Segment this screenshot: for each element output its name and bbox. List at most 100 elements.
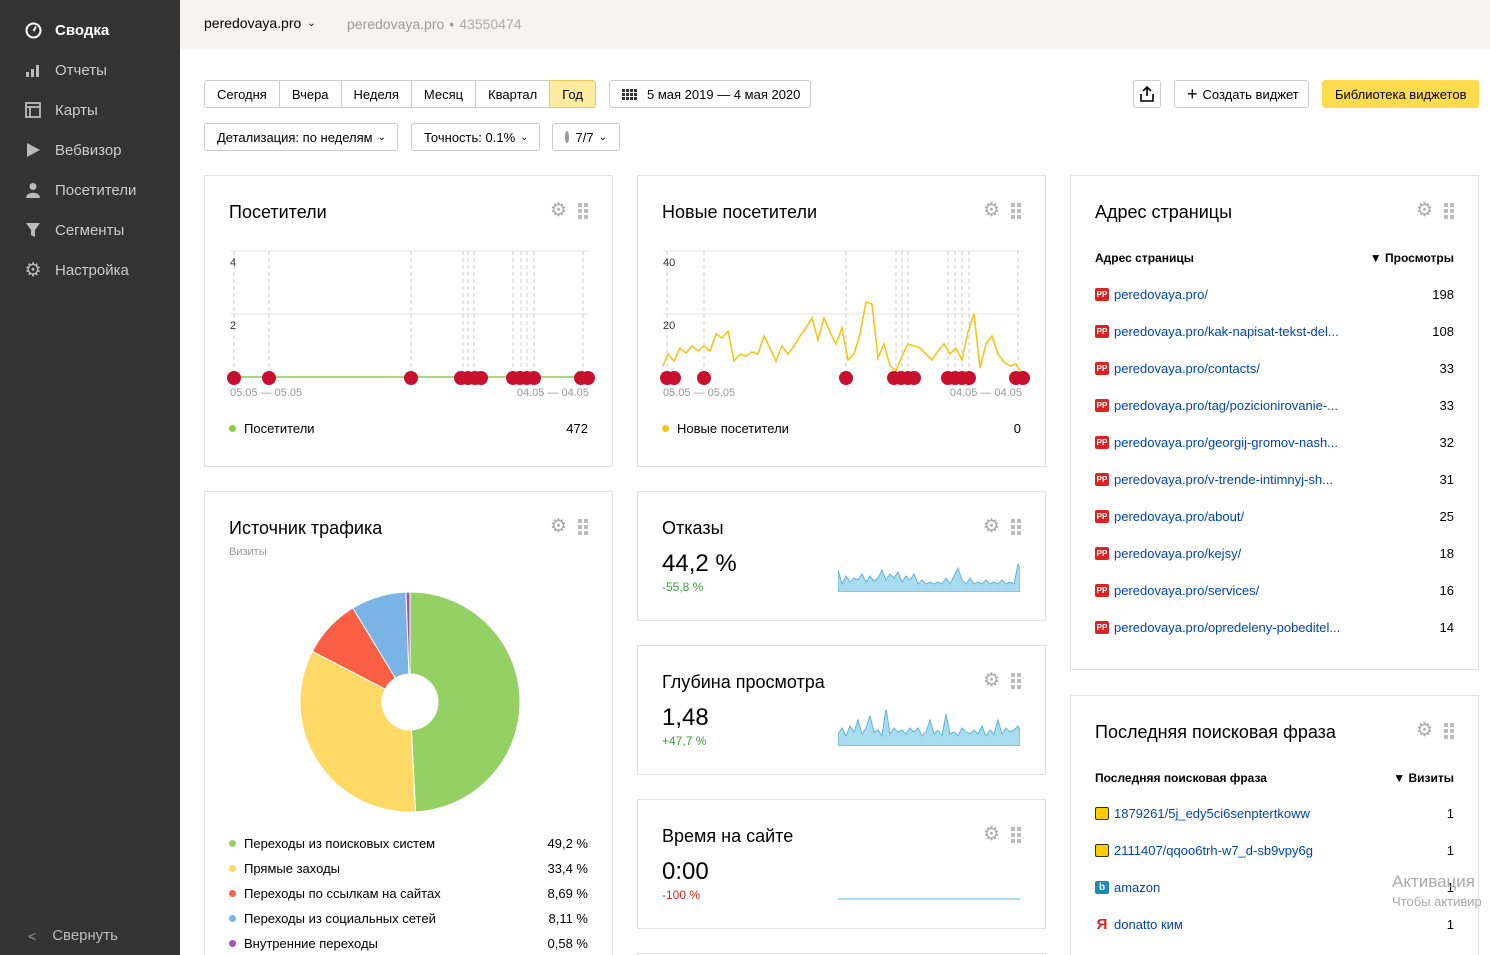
collapse-sidebar-button[interactable]: < Свернуть <box>28 927 118 944</box>
table-row: PP peredovaya.pro/contacts/33 <box>1095 359 1454 377</box>
period-quarter[interactable]: Квартал <box>476 80 551 108</box>
legend-row: Новые посетители 0 <box>662 421 1021 436</box>
gauge-icon <box>24 21 42 39</box>
row-value: 1 <box>1446 879 1454 895</box>
sidebar-item-label: Вебвизор <box>55 141 122 159</box>
search-phrase-link[interactable]: 1879261/5j_edy5ci6senptertkoww <box>1114 805 1310 821</box>
page-link[interactable]: peredovaya.pro/opredeleny-pobeditel... <box>1114 619 1341 635</box>
gear-icon[interactable]: ⚙ <box>983 670 1001 691</box>
legend-dot <box>229 865 236 872</box>
pie-slice[interactable] <box>299 650 416 813</box>
page-link[interactable]: peredovaya.pro/v-trende-intimnyj-sh... <box>1114 471 1333 487</box>
gear-icon[interactable]: ⚙ <box>550 200 568 221</box>
widget-title: Отказы <box>662 518 724 538</box>
page-link[interactable]: peredovaya.pro/georgij-gromov-nash... <box>1114 434 1339 450</box>
bounce-sparkline <box>838 562 1020 592</box>
share-icon <box>1140 86 1154 102</box>
drag-handle-icon[interactable] <box>578 203 588 219</box>
sidebar-item-reports[interactable]: Отчеты <box>24 60 107 80</box>
metric-value: 44,2 % <box>662 550 737 577</box>
drag-handle-icon[interactable] <box>1011 203 1021 219</box>
page-link[interactable]: peredovaya.pro/ <box>1114 286 1208 302</box>
watermark-title: Активация <box>1392 872 1475 891</box>
metric-delta: -100 % <box>662 888 701 902</box>
legend-row: Переходы по ссылкам на сайтах 8,69 % <box>229 886 588 901</box>
y-tick: 40 <box>663 257 675 269</box>
site-favicon-icon: PP <box>1095 287 1109 301</box>
widget-title: Адрес страницы <box>1095 202 1233 222</box>
page-link[interactable]: peredovaya.pro/kejsy/ <box>1114 545 1242 561</box>
legend-row: Посетители 472 <box>229 421 588 436</box>
event-markers <box>227 371 595 385</box>
site-selector[interactable]: peredovaya.pro ⌄ <box>204 15 316 31</box>
drag-handle-icon[interactable] <box>1011 827 1021 843</box>
collapse-label: Свернуть <box>52 927 118 944</box>
drag-handle-icon[interactable] <box>1011 519 1021 535</box>
page-link[interactable]: peredovaya.pro/contacts/ <box>1114 360 1260 376</box>
bing-icon: b <box>1095 880 1109 894</box>
table-row: b amazon 1 <box>1095 878 1454 896</box>
page-link[interactable]: peredovaya.pro/tag/pozicionirovanie-... <box>1114 397 1339 413</box>
drag-handle-icon[interactable] <box>1444 203 1454 219</box>
time-sparkline <box>838 898 1020 900</box>
drag-handle-icon[interactable] <box>1444 723 1454 739</box>
widget-title: Глубина просмотра <box>662 672 825 692</box>
sort-column-header[interactable]: ▼ Просмотры <box>1369 251 1454 265</box>
sort-column-header[interactable]: ▼ Визиты <box>1393 771 1454 785</box>
legend-row: Внутренние переходы 0,58 % <box>229 936 588 951</box>
gear-icon[interactable]: ⚙ <box>1416 720 1434 741</box>
visitors-chart: 4 2 05.05 — 05.05 04.05 — 04.05 <box>227 250 595 396</box>
period-month[interactable]: Месяц <box>411 80 477 108</box>
segments-dropdown[interactable]: 7/7 ⌄ <box>552 123 620 151</box>
period-yesterday[interactable]: Вчера <box>279 80 342 108</box>
page-link[interactable]: peredovaya.pro/services/ <box>1114 582 1260 598</box>
legend-label: Прямые заходы <box>244 861 341 876</box>
accuracy-dropdown[interactable]: Точность: 0.1% ⌄ <box>411 123 540 151</box>
site-info: peredovaya.pro • 43550474 <box>347 16 522 32</box>
new-visitors-widget: Новые посетители ⚙ 40 20 05.05 — 05.05 0… <box>637 175 1046 467</box>
site-favicon-icon: PP <box>1095 583 1109 597</box>
gear-icon[interactable]: ⚙ <box>550 516 568 537</box>
period-selector: Сегодня Вчера Неделя Месяц Квартал Год <box>204 80 596 108</box>
page-address-widget: Адрес страницы ⚙ Адрес страницы ▼ Просмо… <box>1070 175 1479 670</box>
chevron-down-icon: ⌄ <box>377 131 386 143</box>
sidebar-item-webvisor[interactable]: Вебвизор <box>24 140 122 160</box>
search-phrase-link[interactable]: amazon <box>1114 879 1161 895</box>
date-range-button[interactable]: 5 мая 2019 — 4 мая 2020 <box>609 80 811 108</box>
detail-dropdown[interactable]: Детализация: по неделям ⌄ <box>204 123 398 151</box>
sidebar-item-settings[interactable]: ⚙ Настройка <box>24 259 128 281</box>
drag-handle-icon[interactable] <box>578 519 588 535</box>
widget-subtitle: Визиты <box>229 546 267 558</box>
gear-icon: ⚙ <box>24 259 42 281</box>
page-link[interactable]: peredovaya.pro/kak-napisat-tekst-del... <box>1114 323 1339 339</box>
gear-icon[interactable]: ⚙ <box>1416 200 1434 221</box>
gear-icon[interactable]: ⚙ <box>983 824 1001 845</box>
search-phrase-link[interactable]: 2111407/qqoo6trh-w7_d-sb9vpy6g <box>1114 842 1313 858</box>
page-link[interactable]: peredovaya.pro/about/ <box>1114 508 1245 524</box>
chevron-down-icon: ⌄ <box>307 17 316 29</box>
sidebar-item-segments[interactable]: Сегменты <box>24 220 124 240</box>
sidebar-item-visitors[interactable]: Посетители <box>24 180 136 200</box>
bounce-rate-widget: Отказы ⚙ 44,2 % -55,8 % <box>637 491 1046 621</box>
period-year[interactable]: Год <box>550 80 596 108</box>
pie-slice[interactable] <box>409 591 521 813</box>
period-week[interactable]: Неделя <box>341 80 412 108</box>
row-value: 18 <box>1439 545 1454 561</box>
legend-dot <box>229 890 236 897</box>
legend-row: Переходы из поисковых систем 49,2 % <box>229 836 588 851</box>
export-button[interactable] <box>1133 80 1161 108</box>
widget-library-button[interactable]: Библиотека виджетов <box>1322 80 1479 108</box>
create-widget-button[interactable]: + Создать виджет <box>1174 80 1309 108</box>
search-phrase-link[interactable]: donatto ким <box>1114 916 1183 932</box>
sidebar-item-maps[interactable]: Карты <box>24 100 98 120</box>
gear-icon[interactable]: ⚙ <box>983 516 1001 537</box>
pie-slice[interactable] <box>405 591 411 675</box>
x-tick: 05.05 — 05.05 <box>663 387 735 396</box>
drag-handle-icon[interactable] <box>1011 673 1021 689</box>
period-today[interactable]: Сегодня <box>204 80 280 108</box>
table-row: 1879261/5j_edy5ci6senptertkoww 1 <box>1095 804 1454 822</box>
x-tick: 04.05 — 04.05 <box>517 387 589 396</box>
widget-library-label: Библиотека виджетов <box>1335 86 1467 102</box>
gear-icon[interactable]: ⚙ <box>983 200 1001 221</box>
sidebar-item-summary[interactable]: Сводка <box>24 20 109 40</box>
